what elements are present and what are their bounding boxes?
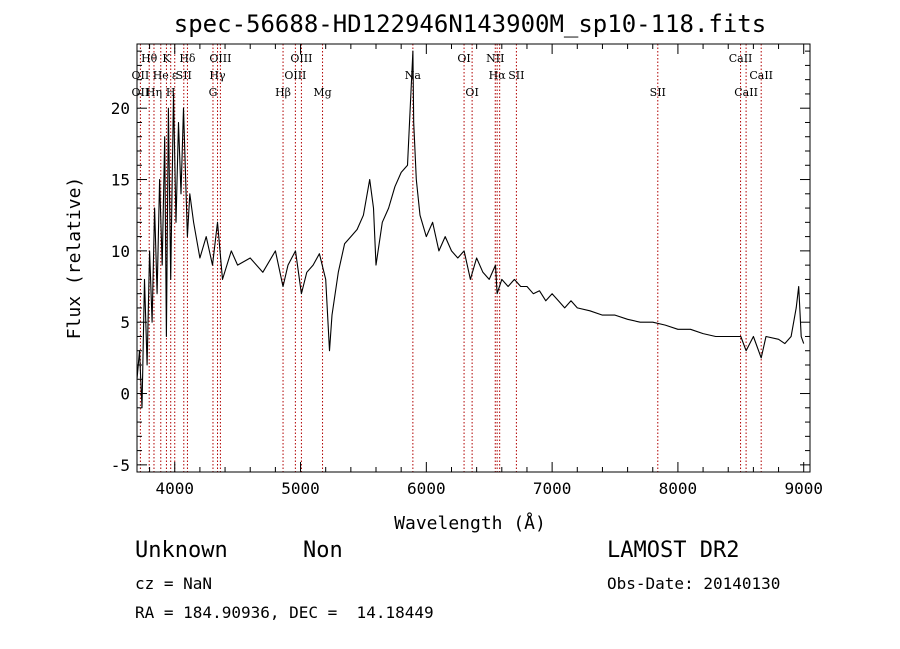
- y-tick-label: 15: [111, 171, 130, 190]
- y-axis: -5 0 5 10 15 20: [111, 50, 810, 475]
- x-tick-label: 7000: [533, 479, 572, 498]
- line-label: Hθ: [141, 52, 158, 65]
- chart-title: spec-56688-HD122946N143900M_sp10-118.fit…: [174, 10, 766, 38]
- line-label: Hγ: [209, 69, 226, 82]
- line-label: Hη: [146, 86, 162, 99]
- x-axis: 4000 5000 6000 7000 8000 9000: [149, 44, 823, 498]
- line-label: Mg: [313, 86, 331, 99]
- line-label: OII: [132, 86, 150, 99]
- y-tick-label: 10: [111, 242, 130, 261]
- plot-frame: [136, 43, 811, 473]
- line-label: SII: [508, 69, 524, 82]
- object-subclass: Non: [303, 538, 343, 563]
- line-label: CaII: [749, 69, 773, 82]
- y-tick-label: 5: [120, 313, 130, 332]
- x-tick-label: 4000: [155, 479, 194, 498]
- y-tick-label: 20: [111, 99, 130, 118]
- line-label: OIII: [209, 52, 231, 65]
- redshift: cz = NaN: [135, 574, 213, 593]
- line-label: OI: [465, 86, 478, 99]
- line-label: OI: [457, 52, 470, 65]
- x-tick-label: 9000: [784, 479, 823, 498]
- line-label: CaII: [729, 52, 753, 65]
- spectrum-plot: spec-56688-HD122946N143900M_sp10-118.fit…: [64, 10, 823, 534]
- line-label: OII: [132, 69, 150, 82]
- y-tick-label: 0: [120, 385, 130, 404]
- line-label: OIII: [284, 69, 306, 82]
- line-label: SII: [176, 69, 192, 82]
- line-label: Hδ: [179, 52, 196, 65]
- x-axis-label: Wavelength (Å): [394, 512, 546, 534]
- line-label: G: [209, 86, 218, 99]
- line-label: Hα: [489, 69, 507, 82]
- spectrum-series: [137, 50, 805, 409]
- line-label: CaII: [734, 86, 758, 99]
- y-tick-label: -5: [111, 456, 130, 475]
- spectral-line-markers: [139, 44, 762, 472]
- line-label: H: [166, 86, 176, 99]
- x-tick-label: 6000: [407, 479, 446, 498]
- line-label: SII: [650, 86, 666, 99]
- line-label: OIII: [290, 52, 312, 65]
- object-class: Unknown: [135, 538, 228, 563]
- x-tick-label: 5000: [281, 479, 320, 498]
- coordinates: RA = 184.90936, DEC = 14.18449: [135, 603, 434, 622]
- spectral-line-labels: OIIOIIHθHηHeKHεSIIHδGHγOIIIHβOIIIOIIIMgN…: [132, 52, 773, 99]
- line-label: Hβ: [275, 86, 291, 99]
- obs-date: Obs-Date: 20140130: [607, 574, 781, 593]
- line-label: NII: [486, 52, 504, 65]
- line-label: He: [153, 69, 169, 82]
- y-axis-label: Flux (relative): [64, 177, 85, 340]
- survey-name: LAMOST DR2: [607, 538, 740, 563]
- line-label: ε: [172, 69, 178, 82]
- x-tick-label: 8000: [659, 479, 698, 498]
- line-label: K: [162, 52, 171, 65]
- spectrum-line: [137, 50, 805, 409]
